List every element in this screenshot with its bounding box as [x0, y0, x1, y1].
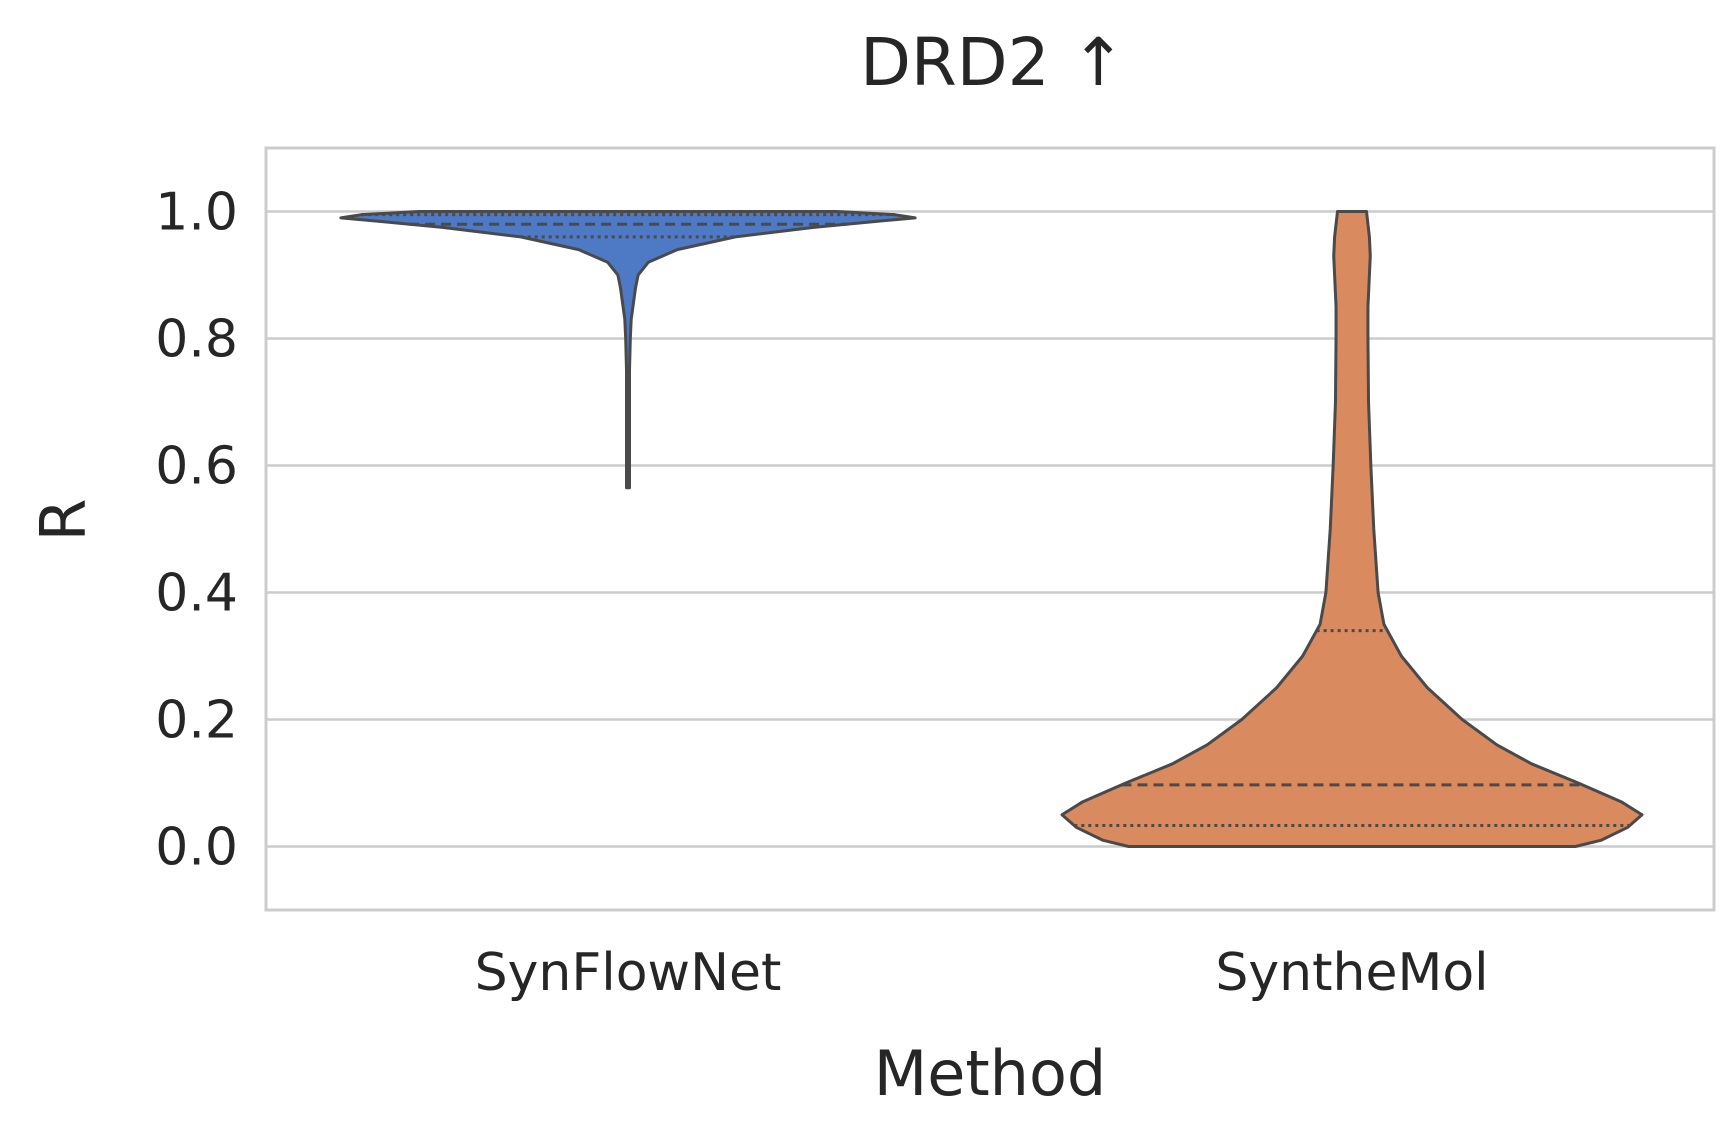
x-category-labels: SynFlowNet SyntheMol: [475, 943, 1489, 1003]
y-tick-label: 1.0: [155, 183, 238, 243]
y-axis-label: R: [27, 498, 100, 541]
violins: [339, 210, 1644, 848]
y-tick-label: 0.4: [155, 564, 238, 624]
violin-body-synthemol: [1060, 210, 1644, 848]
x-category-label: SynFlowNet: [475, 943, 782, 1003]
chart-title: DRD2 ↑: [860, 24, 1126, 101]
y-tick-label: 0.8: [155, 310, 238, 370]
x-axis-label: Method: [874, 1037, 1107, 1110]
y-tick-label: 0.6: [155, 437, 238, 497]
x-category-label: SyntheMol: [1215, 943, 1488, 1003]
y-tick-label: 0.0: [155, 818, 238, 878]
violin-body-synflownet: [339, 210, 917, 490]
plot-frame: [264, 146, 1716, 912]
y-tick-label: 0.2: [155, 691, 238, 751]
y-tick-labels: 0.0 0.2 0.4 0.6 0.8 1.0: [155, 183, 238, 878]
